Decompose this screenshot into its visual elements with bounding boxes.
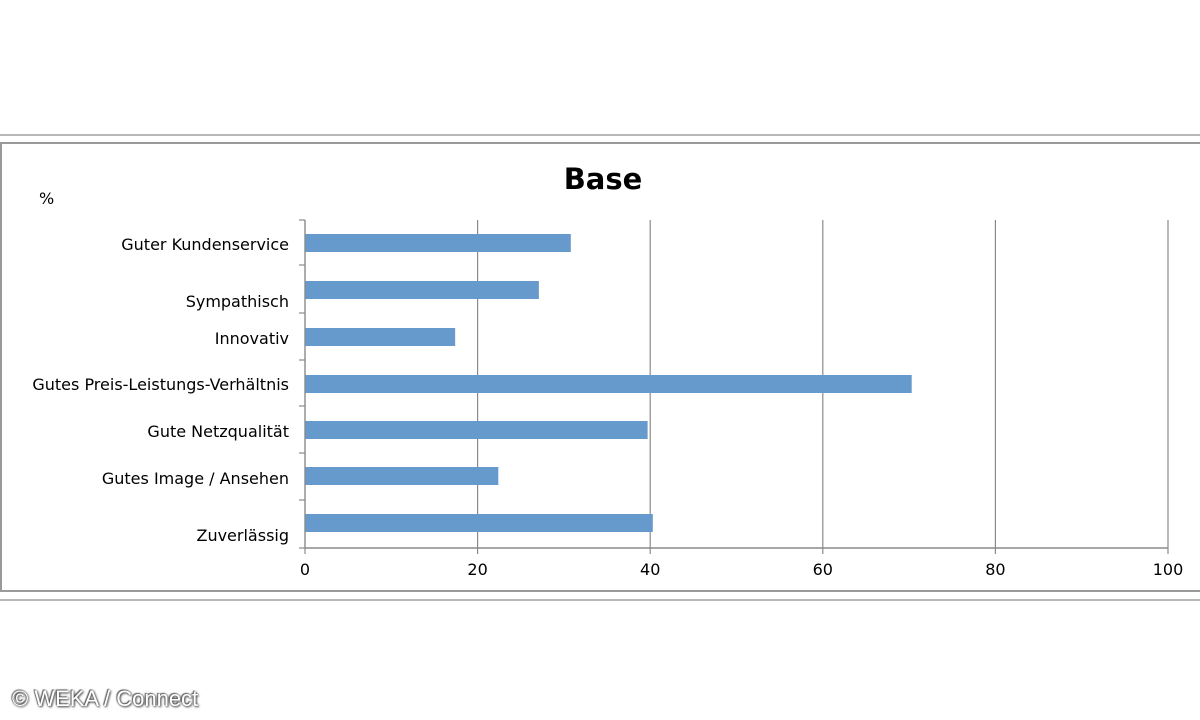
category-label: Gutes Preis-Leistungs-Verhältnis	[32, 375, 289, 394]
category-label: Gutes Image / Ansehen	[102, 469, 289, 488]
x-tick-label: 80	[985, 560, 1005, 579]
x-tick-label: 100	[1153, 560, 1184, 579]
category-label: Gute Netzqualität	[147, 422, 289, 441]
x-tick-label: 40	[640, 560, 660, 579]
axes	[299, 219, 1169, 554]
chart-outer-frame	[0, 134, 1200, 601]
bars	[305, 234, 912, 532]
category-label: Zuverlässig	[196, 526, 289, 545]
category-label: Innovativ	[215, 329, 289, 348]
bar	[305, 467, 499, 485]
category-label: Guter Kundenservice	[121, 235, 289, 254]
watermark: © WEKA / Connect	[12, 686, 199, 711]
bar	[305, 375, 912, 393]
category-label: Sympathisch	[186, 292, 289, 311]
bar	[305, 328, 456, 346]
bar	[305, 421, 648, 439]
bar	[305, 281, 539, 299]
chart-inner-frame	[0, 142, 1200, 592]
category-labels: Guter Kundenservice Sympathisch Innovativ G…	[32, 235, 289, 545]
x-tick-label: 60	[813, 560, 833, 579]
unit-label: %	[39, 189, 54, 208]
chart-title: Base	[564, 162, 643, 196]
bar	[305, 234, 571, 252]
x-tick-label: 0	[300, 560, 310, 579]
bar	[305, 514, 653, 532]
tick-labels: 0 20 40 60 80 100	[300, 560, 1183, 579]
x-tick-label: 20	[467, 560, 487, 579]
